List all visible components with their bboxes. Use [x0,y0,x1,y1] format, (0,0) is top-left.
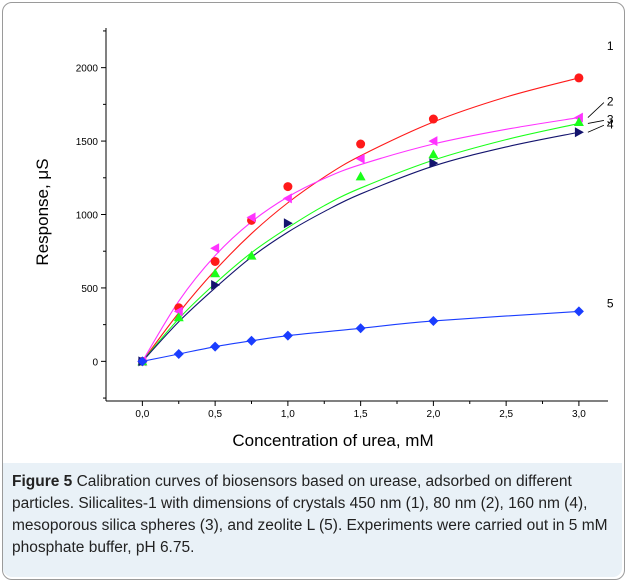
data-point-5 [246,335,257,346]
data-point-4 [574,127,584,138]
y-tick-label: 1000 [76,211,99,222]
data-point-1 [428,114,438,124]
x-axis-title: Concentration of urea, mM [232,431,433,450]
series-label-2: 2 [607,95,614,109]
data-point-2 [428,136,438,147]
y-tick-label: 2000 [76,64,99,75]
data-point-2 [573,112,583,123]
x-tick-label: 1,5 [354,409,368,420]
series-label-3: 3 [607,112,614,126]
fit-curve-1 [141,77,580,362]
data-point-5 [210,341,221,352]
x-tick-label: 2,0 [426,409,440,420]
x-tick-label: 2,5 [499,409,513,420]
data-point-2 [355,153,365,164]
data-point-2 [173,306,183,317]
x-tick-label: 3,0 [572,409,586,420]
data-point-5 [137,356,148,367]
fit-curve-4 [141,131,580,362]
data-point-5 [573,306,584,317]
data-point-5 [173,349,184,360]
data-point-5 [355,323,366,334]
x-tick-label: 1,0 [281,409,295,420]
series-label-5: 5 [607,296,614,310]
figure-caption: Figure 5 Calibration curves of biosensor… [3,463,622,577]
y-axis-title: Response, μS [33,158,52,265]
data-point-2 [282,193,292,204]
data-point-1 [356,139,366,149]
data-point-2 [210,243,220,254]
data-point-3 [210,268,221,278]
fit-curve-5 [142,310,579,362]
data-point-3 [573,116,584,126]
fit-curve-2 [141,117,579,362]
data-point-4 [283,218,293,229]
data-point-3 [173,312,184,322]
fit-curves [141,77,580,362]
y-tick-label: 1500 [76,137,99,148]
data-point-3 [246,250,257,260]
caption-label: Figure 5 [12,473,73,490]
y-tick-label: 500 [81,284,98,295]
data-point-5 [428,315,439,326]
data-point-2 [246,212,256,223]
data-point-3 [428,149,439,159]
x-tick-label: 0,0 [135,409,149,420]
caption-body: Calibration curves of biosensors based o… [12,473,608,556]
series-arrow-2 [587,102,605,118]
data-point-3 [355,171,366,181]
x-tick-label: 0,5 [208,409,222,420]
data-markers [137,73,584,367]
series-arrow-3 [587,120,604,124]
series-label-4: 4 [607,117,614,131]
data-point-1 [574,73,584,83]
data-point-4 [429,158,439,169]
data-point-5 [282,330,293,341]
y-tick-label: 0 [92,357,98,368]
data-point-1 [283,182,293,192]
series-label-1: 1 [607,39,614,53]
data-point-4 [211,279,221,290]
series-labels: 1 2 34 5 [587,39,614,310]
axes: 0,0 0,5 1,0 1,5 2,0 2,5 3,0 0 500 1000 1500 2000 [76,28,608,420]
series-arrow-4 [587,124,605,133]
fit-curve-3 [141,122,580,362]
data-point-1 [210,256,220,266]
